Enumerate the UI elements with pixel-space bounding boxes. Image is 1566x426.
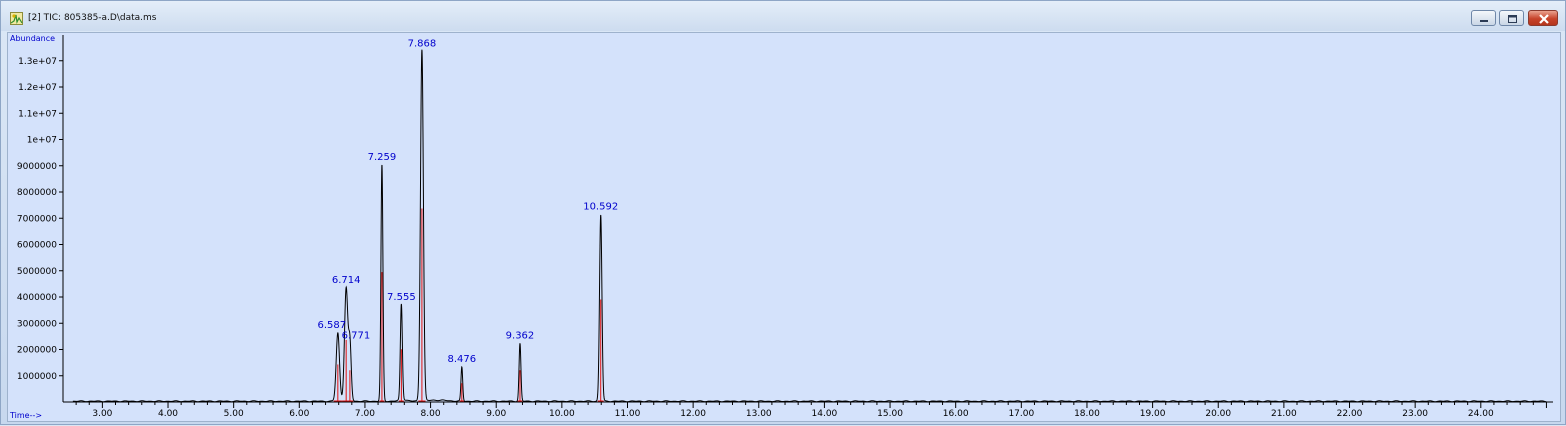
y-tick-label: 1.1e+07 <box>18 109 57 119</box>
x-tick-label: 3.00 <box>92 409 112 419</box>
title-bar[interactable]: [2] TIC: 805385-a.D\data.ms <box>1 1 1565 31</box>
window-title: [2] TIC: 805385-a.D\data.ms <box>28 13 157 23</box>
y-tick-label: 5000000 <box>17 267 57 277</box>
minimize-button[interactable] <box>1471 10 1496 26</box>
y-tick-label: 1000000 <box>17 372 57 382</box>
y-tick-label: 8000000 <box>17 188 57 198</box>
y-tick-label: 1.2e+07 <box>18 83 57 93</box>
x-tick-label: 16.00 <box>943 409 969 419</box>
close-icon <box>1539 14 1549 24</box>
y-tick-label: 2000000 <box>17 346 57 356</box>
x-tick-label: 8.00 <box>421 409 441 419</box>
x-axis-title: Time--> <box>9 411 42 420</box>
y-tick-label: 6000000 <box>17 241 57 251</box>
y-tick-label: 1e+07 <box>27 136 57 146</box>
x-tick-label: 21.00 <box>1271 409 1297 419</box>
y-tick-label: 9000000 <box>17 162 57 172</box>
peak-label: 6.771 <box>342 330 371 341</box>
x-tick-label: 13.00 <box>746 409 772 419</box>
peak-label: 8.476 <box>448 354 477 365</box>
x-tick-label: 20.00 <box>1205 409 1231 419</box>
chromatogram-app-icon <box>10 12 23 25</box>
minimize-icon <box>1480 20 1488 22</box>
x-tick-label: 23.00 <box>1402 409 1428 419</box>
x-tick-label: 10.00 <box>549 409 575 419</box>
x-tick-label: 12.00 <box>680 409 706 419</box>
x-tick-label: 22.00 <box>1337 409 1363 419</box>
peak-label: 7.555 <box>387 292 416 303</box>
plot-area <box>7 32 1561 422</box>
y-tick-label: 4000000 <box>17 293 57 303</box>
peak-label: 7.259 <box>368 152 397 163</box>
x-tick-label: 19.00 <box>1140 409 1166 419</box>
restore-icon <box>1508 15 1517 23</box>
y-axis-title: Abundance <box>10 34 55 43</box>
x-tick-label: 6.00 <box>289 409 309 419</box>
y-tick-label: 7000000 <box>17 214 57 224</box>
x-tick-label: 9.00 <box>486 409 506 419</box>
peak-label: 9.362 <box>506 330 535 341</box>
x-tick-label: 4.00 <box>158 409 178 419</box>
y-tick-label: 3000000 <box>17 319 57 329</box>
x-tick-label: 5.00 <box>224 409 244 419</box>
x-tick-label: 14.00 <box>812 409 838 419</box>
peak-label: 6.714 <box>332 275 361 286</box>
x-tick-label: 15.00 <box>877 409 903 419</box>
x-tick-label: 18.00 <box>1074 409 1100 419</box>
x-tick-label: 17.00 <box>1008 409 1034 419</box>
x-tick-label: 11.00 <box>615 409 641 419</box>
peak-label: 6.587 <box>318 320 347 331</box>
x-tick-label: 24.00 <box>1468 409 1494 419</box>
peak-label: 10.592 <box>583 202 618 213</box>
peak-label: 7.868 <box>408 38 437 49</box>
x-tick-label: 7.00 <box>355 409 375 419</box>
close-button[interactable] <box>1528 10 1558 26</box>
y-tick-label: 1.3e+07 <box>18 57 57 67</box>
restore-button[interactable] <box>1499 10 1524 26</box>
tic-trace <box>72 49 1547 403</box>
